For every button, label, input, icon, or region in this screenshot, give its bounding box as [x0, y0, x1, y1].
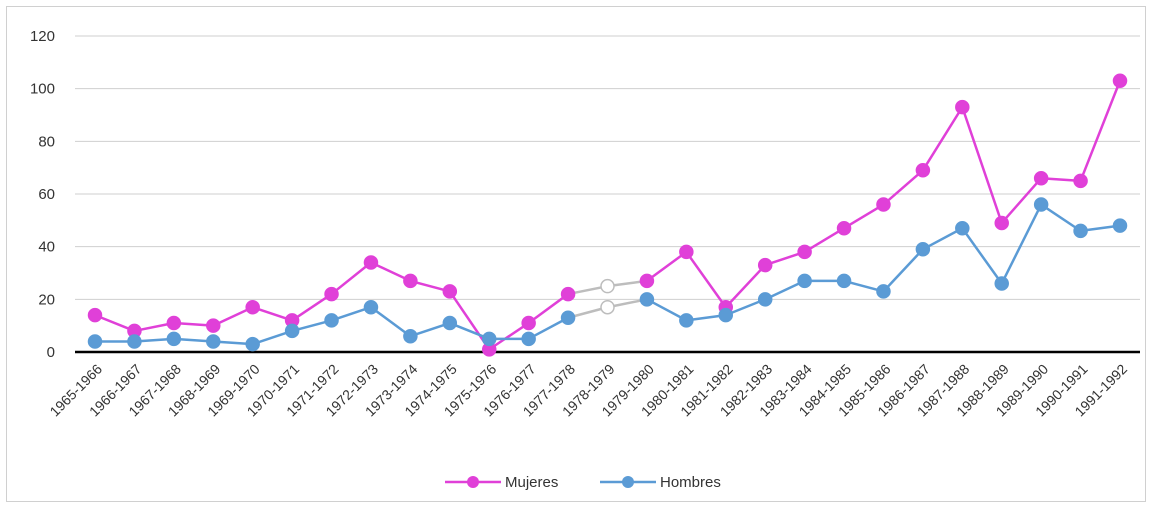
data-point-mujeres	[757, 257, 773, 273]
series-segment-mujeres	[803, 226, 846, 254]
series-segment-hombres	[369, 305, 412, 338]
series-segment-mujeres	[369, 261, 412, 283]
series-segment-mujeres	[290, 292, 333, 322]
data-point-hombres	[1033, 197, 1049, 212]
data-point-hombres	[521, 331, 536, 347]
series-segment-mujeres	[842, 203, 885, 230]
data-point-mujeres	[206, 318, 221, 333]
series-segment-mujeres	[645, 250, 688, 283]
series-segment-hombres	[921, 226, 964, 251]
data-point-mujeres	[1073, 173, 1088, 189]
data-point-mujeres	[442, 284, 458, 299]
legend-label-mujeres: Mujeres	[505, 474, 558, 491]
series-segment-mujeres	[685, 250, 728, 309]
data-point-hombres	[284, 323, 300, 339]
data-point-mujeres	[955, 99, 970, 115]
data-point-mujeres	[836, 220, 852, 236]
data-point-hombres	[87, 334, 103, 349]
data-point-mujeres	[876, 197, 891, 212]
data-point-mujeres	[324, 286, 339, 302]
data-point-hombres	[757, 292, 773, 307]
data-point-mujeres	[166, 315, 182, 331]
data-point-mujeres	[1112, 73, 1128, 89]
data-point-mujeres	[560, 286, 576, 302]
data-point-mujeres	[797, 244, 812, 260]
series-segment-mujeres	[724, 263, 767, 309]
data-point-hombres	[442, 315, 458, 331]
data-point-hombres	[560, 310, 576, 326]
y-tick-label: 120	[30, 28, 55, 45]
data-point-hombres	[1112, 218, 1128, 233]
legend-marker-hombres	[622, 476, 634, 488]
series-segment-hombres	[1000, 203, 1043, 285]
series-segment-mujeres	[921, 105, 964, 172]
data-point-mujeres	[521, 315, 536, 331]
data-point-hombres	[718, 307, 734, 323]
series-segment-hombres	[645, 298, 688, 322]
data-point-mujeres	[639, 273, 655, 289]
series-segment-mujeres	[487, 321, 530, 351]
series-segment-hombres	[961, 226, 1003, 285]
series-segment-mujeres	[330, 261, 373, 296]
data-point-hombres	[245, 336, 260, 352]
series-segment-mujeres	[1079, 79, 1122, 183]
data-point-mujeres	[1033, 170, 1049, 186]
data-point-hombres	[915, 242, 931, 257]
data-point-mujeres	[87, 307, 103, 323]
series-segment-mujeres	[882, 169, 925, 206]
data-point-mujeres	[679, 244, 694, 260]
y-tick-label: 100	[30, 81, 55, 98]
data-point-hombres	[166, 331, 182, 347]
data-point-hombres	[797, 273, 812, 289]
series-segment-mujeres	[1000, 176, 1043, 225]
data-point-hombres	[955, 220, 970, 236]
data-point-hombres	[600, 299, 615, 315]
data-point-hombres	[324, 313, 339, 328]
data-point-hombres	[994, 276, 1009, 291]
data-point-mujeres	[915, 163, 931, 178]
data-point-mujeres	[600, 278, 615, 294]
data-point-hombres	[876, 284, 891, 299]
series-segment-mujeres	[961, 105, 1003, 225]
data-point-mujeres	[994, 215, 1009, 231]
series-segment-hombres	[763, 279, 806, 301]
y-tick-label: 0	[47, 344, 55, 361]
data-point-hombres	[1073, 223, 1088, 239]
series-segment-mujeres	[212, 305, 254, 327]
legend-label-hombres: Hombres	[660, 474, 721, 491]
data-point-hombres	[481, 331, 497, 347]
series-segment-mujeres	[527, 292, 570, 325]
data-point-hombres	[639, 292, 655, 307]
y-tick-label: 60	[38, 186, 55, 203]
data-point-hombres	[836, 273, 852, 289]
data-point-hombres	[363, 299, 379, 315]
data-point-mujeres	[363, 255, 379, 270]
data-point-hombres	[127, 334, 142, 349]
y-tick-label: 20	[38, 291, 55, 308]
data-point-hombres	[206, 334, 221, 349]
data-point-hombres	[403, 328, 418, 344]
series-segment-hombres	[882, 248, 925, 293]
data-point-mujeres	[245, 299, 260, 315]
series-segment-hombres	[527, 316, 570, 341]
legend-marker-mujeres	[467, 476, 479, 488]
series-segment-hombres	[1039, 203, 1082, 233]
y-tick-label: 80	[38, 133, 55, 150]
y-tick-label: 40	[38, 239, 55, 256]
data-point-mujeres	[403, 273, 418, 289]
data-point-hombres	[679, 313, 694, 328]
